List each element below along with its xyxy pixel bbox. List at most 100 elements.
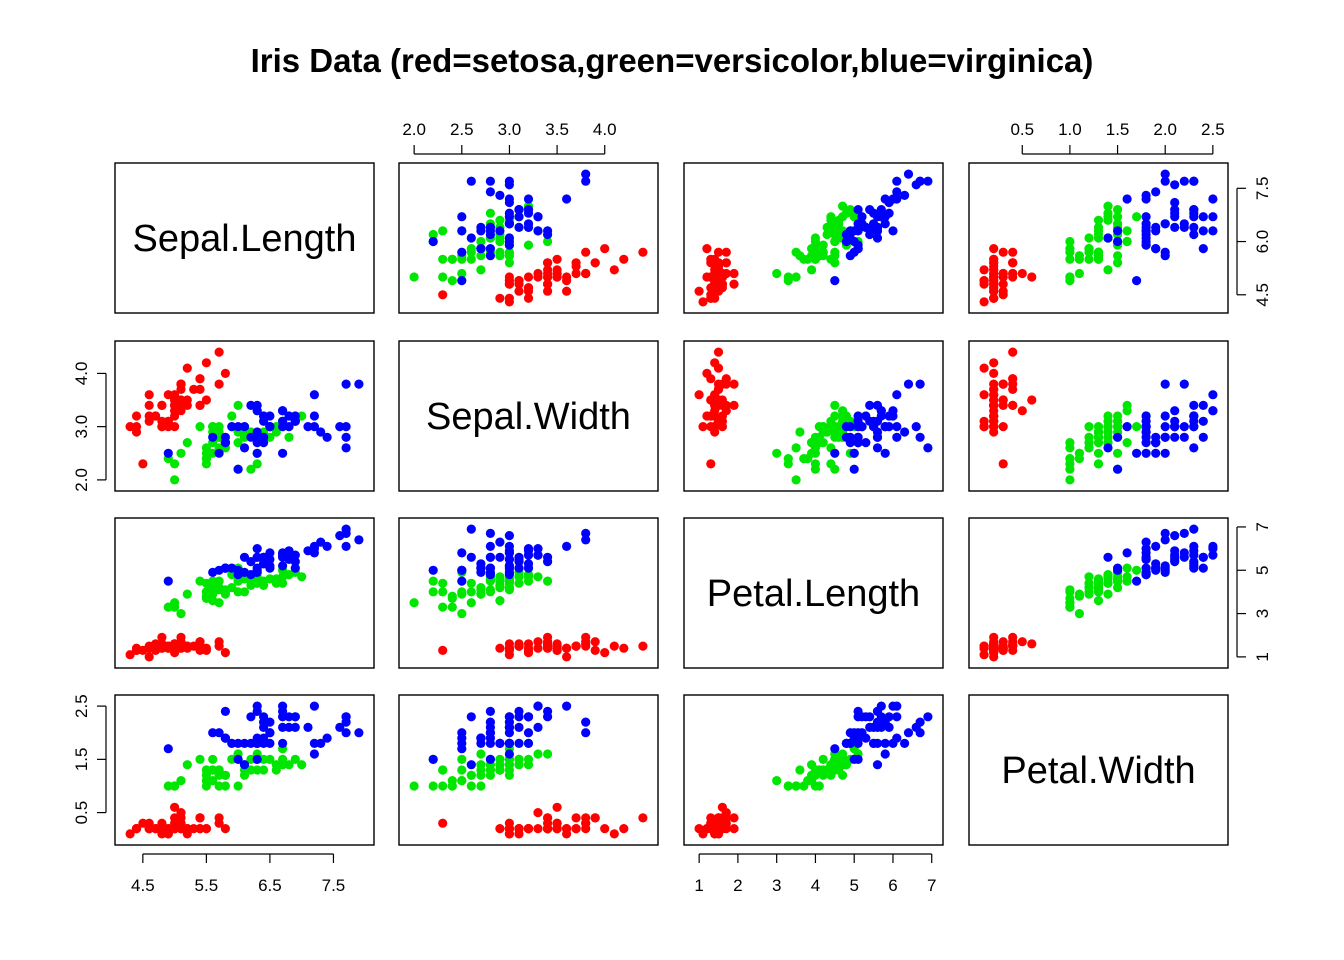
scatter-point [791,475,801,485]
scatter-point [466,524,476,534]
scatter-point [799,781,809,791]
scatter-point [335,722,345,733]
scatter-point [447,276,457,286]
scatter-point [176,824,186,834]
scatter-point [457,268,467,279]
scatter-point [278,712,288,722]
panel-Petal.Width-Sepal.Width [398,694,659,846]
scatter-point [457,776,467,786]
scatter-point [201,645,211,656]
scatter-point [495,226,505,236]
scatter-point [265,574,275,584]
scatter-point [252,544,262,554]
scatter-point [428,587,438,597]
scatter-point [284,422,294,432]
top-axis-Petal.Width: 0.5 1.0 1.5 2.0 2.5 [1010,120,1225,155]
scatter-point [447,593,457,604]
tick-label: 1 [694,876,703,895]
scatter-point [476,236,486,247]
scatter-point [485,563,495,573]
scatter-point [998,247,1008,257]
scatter-point [1084,443,1094,453]
scatter-point [125,422,135,432]
scatter-point [259,738,269,749]
scatter-point [853,240,863,250]
scatter-point [1151,438,1161,448]
scatter-point [1084,422,1094,432]
scatter-point [600,244,610,254]
scatter-point [214,818,224,828]
scatter-point [1132,448,1142,458]
left-axis-Sepal.Width: 2.0 3.0 4.0 [72,362,107,492]
scatter-point [1160,561,1170,571]
scatter-point [795,427,805,437]
scatter-point [1113,448,1123,458]
scatter-point [195,813,205,823]
scatter-point [201,770,211,780]
scatter-point [1189,443,1199,453]
scatter-point [989,632,999,643]
scatter-point [504,212,514,222]
tick-label: 5.5 [195,876,219,895]
panel-Sepal.Width-Petal.Width [968,340,1229,492]
panel-frame [398,694,659,846]
scatter-point [457,276,467,286]
scatter-point [284,722,294,733]
scatter-point [562,652,572,662]
tick-label: 1 [1253,652,1272,661]
scatter-point [1113,205,1123,215]
scatter-point [495,293,505,303]
scatter-point [1093,229,1104,240]
scatter-point [409,272,419,282]
tick-label: 0.5 [72,801,91,825]
scatter-point [523,824,534,834]
scatter-point [1151,448,1161,458]
scatter-point [278,422,288,432]
scatter-point [729,279,739,289]
scatter-point [1170,212,1180,222]
scatter-point [514,641,524,651]
scatter-point [252,706,262,717]
tick-label: 4.5 [131,876,155,895]
scatter-point [1141,240,1151,250]
scatter-point [1141,222,1151,232]
scatter-point [523,293,534,303]
panel-frame [114,517,375,669]
panel-Petal.Length-Sepal.Width [398,517,659,669]
scatter-point [543,286,553,296]
scatter-point [1141,448,1151,458]
panel-Petal.Width-Sepal.Length [114,694,375,846]
scatter-point [1189,546,1199,556]
scatter-point [252,765,262,775]
scatter-point [278,572,288,582]
scatter-point [485,765,495,775]
scatter-point [504,760,514,770]
scatter-point [1027,395,1037,405]
scatter-point [543,268,553,279]
scatter-point [1093,596,1104,606]
scatter-point [1103,208,1113,218]
scatter-point [438,272,448,282]
scatter-point [514,578,524,588]
scatter-point [438,645,448,656]
scatter-point [533,572,543,582]
scatter-point [552,639,562,649]
scatter-point [214,637,224,647]
scatter-point [533,272,543,282]
scatter-point [876,205,886,215]
scatter-point [590,258,600,268]
scatter-point [872,717,883,727]
panel-Sepal.Length-Sepal.Width [398,162,659,314]
scatter-point [322,432,332,442]
scatter-point [341,432,351,442]
scatter-point [485,585,495,595]
scatter-point [533,544,543,554]
scatter-point [284,432,294,442]
scatter-point [239,587,250,597]
scatter-point [729,824,739,834]
scatter-point [834,422,844,432]
scatter-point [1189,229,1199,240]
scatter-point [710,358,720,368]
scatter-point [1103,201,1113,211]
scatter-point [998,279,1008,289]
